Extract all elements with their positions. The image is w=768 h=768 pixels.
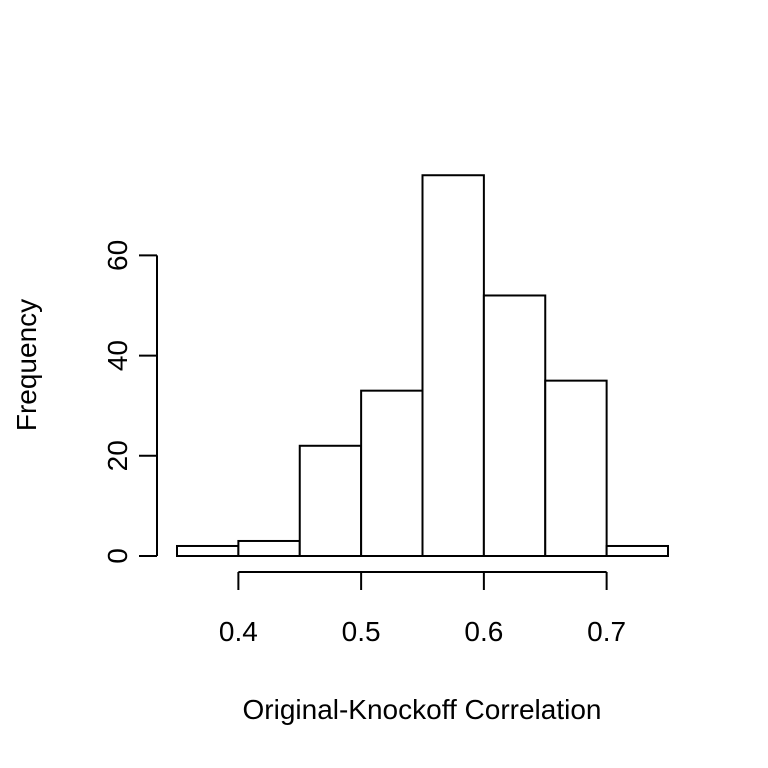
- y-tick-label: 0: [102, 548, 133, 564]
- x-axis: 0.4 0.5 0.6 0.7: [219, 571, 626, 647]
- y-axis-title: Frequency: [11, 299, 42, 431]
- histogram-bar: [482, 294, 547, 557]
- y-axis-ticks: 0 20 40 60: [102, 240, 157, 564]
- x-axis-title: Original-Knockoff Correlation: [243, 694, 602, 725]
- x-tick-label: 0.5: [342, 616, 381, 647]
- x-tick-label: 0.6: [464, 616, 503, 647]
- histogram-bar: [544, 379, 608, 557]
- histogram-bar: [237, 539, 301, 557]
- y-tick-label: 40: [102, 340, 133, 371]
- histogram-bar: [360, 389, 424, 558]
- y-tick-label: 20: [102, 440, 133, 471]
- histogram-bars: [176, 174, 669, 558]
- x-axis-ticks: 0.4 0.5 0.6 0.7: [219, 572, 626, 647]
- histogram-bar: [298, 444, 363, 557]
- histogram-bar: [605, 544, 669, 557]
- histogram-bar: [421, 174, 485, 558]
- y-tick-label: 60: [102, 240, 133, 271]
- x-tick-label: 0.7: [587, 616, 626, 647]
- x-tick-label: 0.4: [219, 616, 258, 647]
- y-axis: 0 20 40 60: [102, 240, 158, 564]
- histogram-bar: [176, 544, 240, 557]
